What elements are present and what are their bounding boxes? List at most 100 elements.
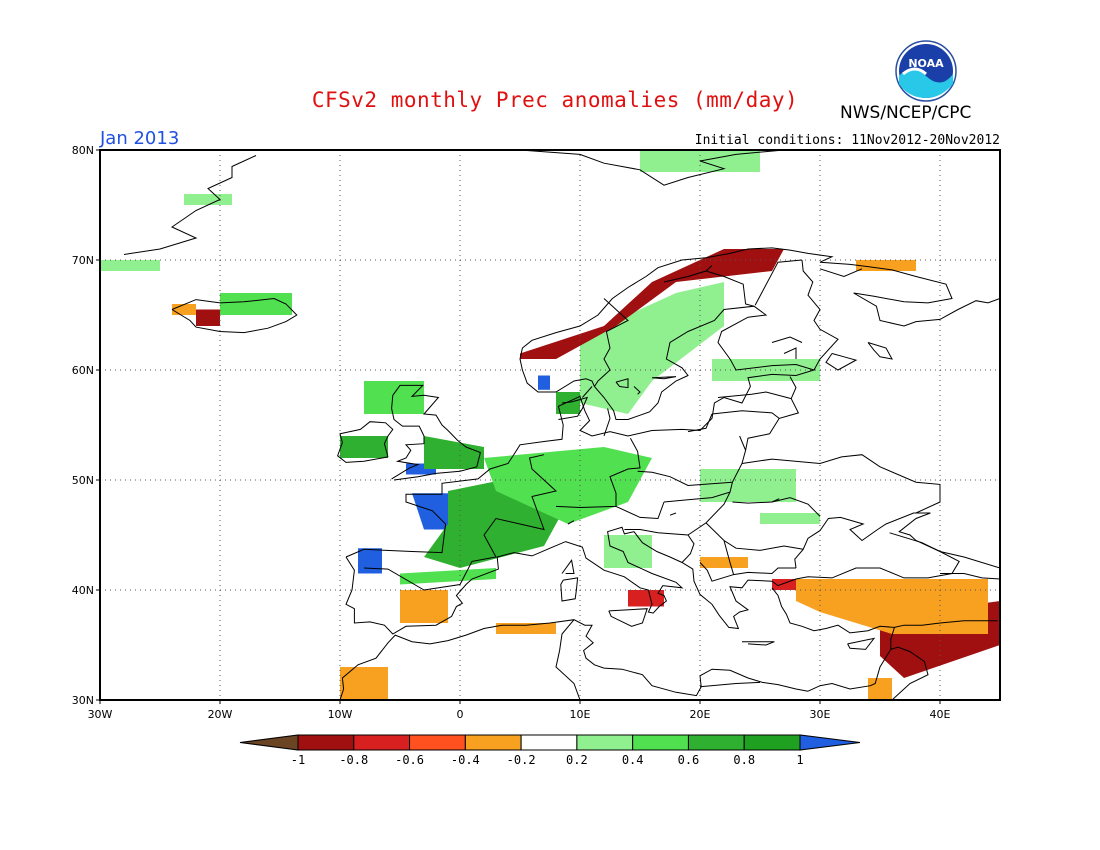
coastline-segment [894,620,998,628]
coastline-segment [633,386,641,395]
coastline-segment [745,376,800,451]
lat-label: 50N [72,474,94,487]
coastline-segment [669,512,677,516]
anomaly-region-negative_0.4 [340,667,388,700]
colorbar-swatch [576,734,634,751]
coastline-segment [345,512,960,635]
anomaly-region-negative_0.8 [340,683,364,700]
anomaly-region-negative_0.4 [172,304,196,315]
coastline-segment [687,413,713,433]
anomaly-region-positive_0.2 [760,513,820,524]
colorbar-swatch [687,734,745,751]
anomaly-region-strong_positive [358,548,382,574]
colorbar-swatch [297,734,355,751]
anomaly-region-negative_0.6 [772,579,796,590]
anomaly-region-negative_0.4 [400,590,448,623]
colorbar-label: -0.6 [395,753,424,767]
anomaly-region-positive_0.2 [712,359,820,381]
coastline-segment [940,573,1000,580]
coastline-segment [711,410,780,419]
anomaly-regions [100,150,1000,700]
coastline-segment [558,396,589,420]
colorbar-swatch [520,734,578,751]
coastline-segment [783,347,797,359]
colorbar-swatch [409,734,466,751]
map-title: CFSv2 monthly Prec anomalies (mm/day) [311,88,799,112]
coastline-segment [847,637,876,650]
colorbar-swatch [464,734,522,751]
agency-label: NWS/NCEP/CPC [840,103,972,123]
coastline-segment [615,501,665,520]
anomaly-region-positive_0.2 [604,535,652,568]
coastline-segment [519,150,785,186]
lat-label: 80N [72,144,94,157]
colorbar-label: 0.8 [733,753,755,767]
coastline-segment [890,646,929,700]
lon-label: 30W [88,708,113,721]
lon-label: 20E [690,708,711,721]
coastline-segment [771,497,821,517]
colorbar-swatch [743,734,801,751]
lon-label: 10E [570,708,591,721]
coastline-segment [742,641,775,646]
coastline-segment [637,470,733,487]
colorbar-label: -0.8 [339,753,368,767]
coastline-segment [825,353,858,371]
lat-label: 70N [72,254,94,267]
lon-label: 10W [328,708,353,721]
logo-text: NOAA [908,57,944,70]
colorbar-label: 0.4 [622,753,644,767]
anomaly-region-negative_0.4 [700,557,748,568]
anomaly-region-negative_0.8 [520,249,784,359]
coastline-segment [819,268,863,278]
anomaly-region-negative_0.4 [856,260,916,271]
coastline-segment [555,437,641,509]
anomaly-region-positive_0.2 [640,150,760,172]
coastline-segment [337,421,394,463]
coastline-segment [123,155,257,255]
coastline-segment [801,259,839,371]
anomaly-region-positive_0.6 [424,436,484,469]
colorbar-min-arrow [239,734,299,751]
lon-label: 0 [457,708,464,721]
lon-label: 20W [208,708,233,721]
anomaly-region-positive_0.4 [400,568,496,585]
coastline-segment [663,435,747,503]
coastline-segment [608,608,648,627]
anomaly-region-positive_0.2 [184,194,232,205]
anomaly-region-positive_0.2 [100,260,160,271]
anomaly-region-negative_0.4 [868,678,892,700]
coastline-segment [603,408,611,437]
anomaly-region-positive_0.4 [364,381,424,414]
coastline-segment [699,681,761,688]
anomaly-region-positive_0.6 [556,392,580,414]
coastline-segment [651,376,677,380]
coastline-segment [593,298,629,387]
lat-label: 60N [72,364,94,377]
colorbar-label: -1 [291,753,305,767]
coastline-segment [567,520,575,525]
colorbar-swatch [353,734,411,751]
colorbar-label: -0.4 [451,753,480,767]
colorbar-label: 0.2 [566,753,588,767]
colorbar-label: -0.2 [507,753,536,767]
anomaly-region-strong_positive [406,463,436,475]
anomaly-region-positive_0.4 [484,447,652,524]
anomaly-region-negative_0.4 [796,579,988,634]
coastline-segment [889,532,1000,569]
lat-label: 30N [72,694,94,707]
coastline-segment [687,491,731,536]
coastline-segment [732,498,780,504]
anomaly-region-positive_0.4 [220,293,292,315]
lat-label: 40N [72,584,94,597]
anomaly-region-strong_positive [412,493,448,530]
coastline-segment [582,386,593,398]
coastline-segment [624,529,695,563]
coastline-segment [363,454,558,591]
colorbar-label: 0.6 [678,753,700,767]
coastline-segment [771,336,803,343]
coastline-segment [560,577,579,602]
coastline-segment [717,391,792,400]
coastline-segment [555,619,581,700]
coastline-segment [339,619,809,700]
